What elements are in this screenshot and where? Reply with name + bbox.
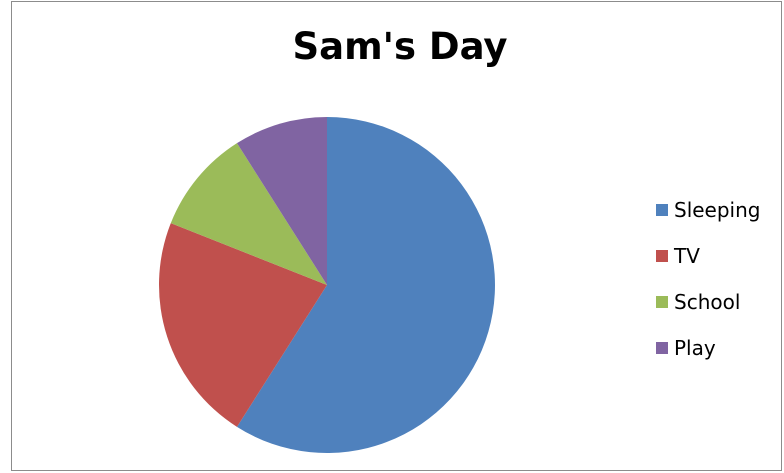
pie-slice-school: [170, 143, 327, 285]
legend-swatch: [656, 342, 668, 354]
pie-slice-sleeping: [236, 117, 495, 453]
legend-item-play: Play: [656, 337, 760, 359]
legend-label: Sleeping: [674, 198, 761, 222]
legend: Sleeping TV School Play: [656, 199, 760, 383]
legend-item-school: School: [656, 291, 760, 313]
legend-swatch: [656, 296, 668, 308]
pie-slices: [159, 117, 495, 453]
chart-title: Sam's Day: [292, 25, 508, 68]
pie-slice-play: [236, 117, 327, 285]
legend-label: Play: [674, 336, 716, 360]
legend-item-tv: TV: [656, 245, 760, 267]
legend-label: School: [674, 290, 741, 314]
legend-label: TV: [674, 244, 700, 268]
legend-item-sleeping: Sleeping: [656, 199, 760, 221]
pie-slice-tv: [159, 223, 327, 427]
legend-swatch: [656, 250, 668, 262]
legend-swatch: [656, 204, 668, 216]
